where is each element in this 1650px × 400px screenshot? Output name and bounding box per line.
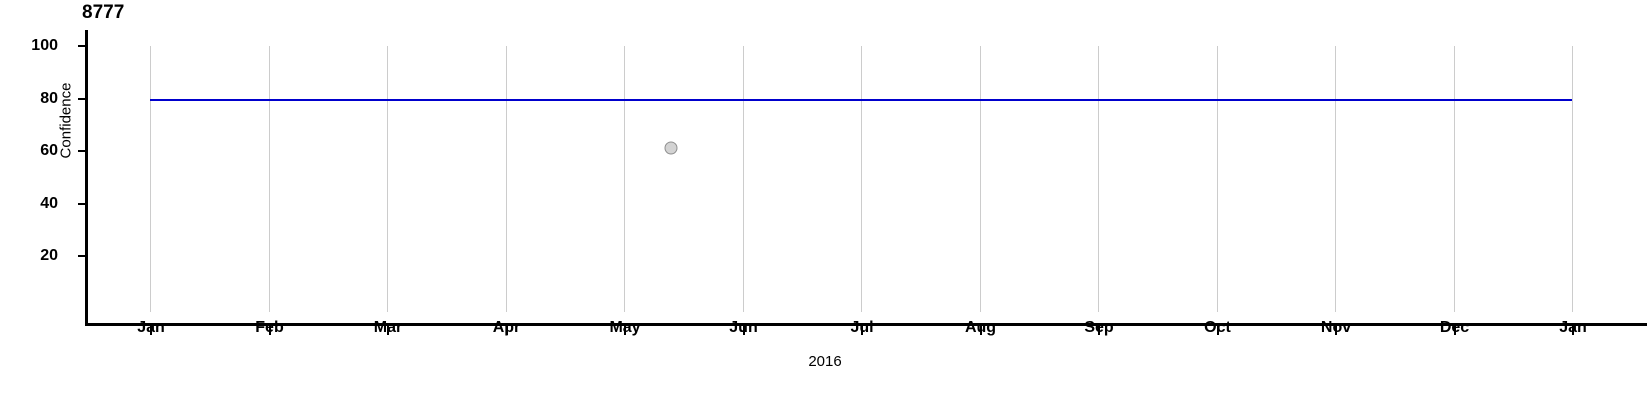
x-tick-label-dec-11: Dec [1439, 319, 1470, 336]
y-tick-60 [78, 150, 86, 152]
y-tick-100 [78, 45, 86, 47]
y-tick-label-80: 80 [40, 89, 58, 107]
gridline-may-4 [624, 46, 625, 312]
y-tick-40 [78, 202, 86, 205]
x-tick-label-aug-7: Aug [964, 319, 997, 336]
gridline-aug-7 [979, 46, 981, 312]
y-tick-label-100: 100 [31, 37, 58, 54]
series-line-threshold [150, 98, 1572, 101]
x-tick-label-mar-2: Mar [373, 319, 403, 336]
x-tick-label-nov-10: Nov [1320, 319, 1352, 336]
gridline-nov-10 [1335, 46, 1336, 312]
y-tick-20 [78, 255, 86, 257]
gridline-feb-1 [268, 46, 270, 312]
x-axis-title: 2016 [808, 353, 842, 370]
x-axis-line [85, 323, 1647, 326]
x-tick-label-jun-5: Jun [729, 319, 758, 336]
plot-area [87, 30, 1572, 325]
x-tick-label-apr-3: Apr [492, 319, 521, 336]
x-tick-label-may-4: May [609, 319, 641, 336]
x-tick-2 [387, 326, 389, 335]
gridline-apr-3 [505, 46, 507, 312]
gridline-oct-9 [1216, 46, 1218, 312]
y-axis-line [85, 30, 88, 326]
gridline-jul-6 [861, 46, 862, 312]
y-tick-80 [78, 97, 86, 100]
y-tick-label-40: 40 [40, 194, 58, 212]
y-tick-label-60: 60 [40, 142, 58, 159]
gridline-mar-2 [387, 46, 388, 312]
x-tick-label-oct-9: Oct [1204, 319, 1231, 336]
x-tick-4 [624, 326, 626, 335]
gridline-dec-11 [1453, 46, 1455, 312]
x-tick-1 [268, 326, 271, 335]
x-tick-10 [1335, 326, 1337, 335]
gridline-jun-5 [742, 46, 744, 312]
chart-title: 8777 [82, 2, 125, 23]
data-point-marker-0[interactable] [664, 141, 678, 155]
gridline-jan-12 [1572, 46, 1573, 312]
x-tick-label-jan-0: Jan [137, 319, 165, 336]
x-tick-11 [1453, 326, 1456, 335]
x-tick-label-jan-12: Jan [1559, 319, 1587, 336]
x-tick-5 [742, 326, 745, 335]
x-tick-0 [150, 326, 152, 335]
y-axis-title: Confidence [57, 82, 75, 159]
gridline-jan-0 [150, 46, 151, 312]
x-tick-label-jul-6: Jul [850, 319, 874, 336]
y-tick-label-20: 20 [40, 247, 58, 264]
x-tick-12 [1572, 326, 1574, 335]
x-tick-9 [1216, 326, 1219, 335]
x-tick-3 [505, 326, 508, 335]
x-tick-6 [861, 326, 863, 335]
gridline-sep-8 [1098, 46, 1099, 312]
x-tick-label-feb-1: Feb [255, 319, 284, 336]
x-tick-7 [979, 326, 982, 335]
x-tick-8 [1098, 326, 1100, 335]
x-tick-label-sep-8: Sep [1084, 319, 1114, 336]
